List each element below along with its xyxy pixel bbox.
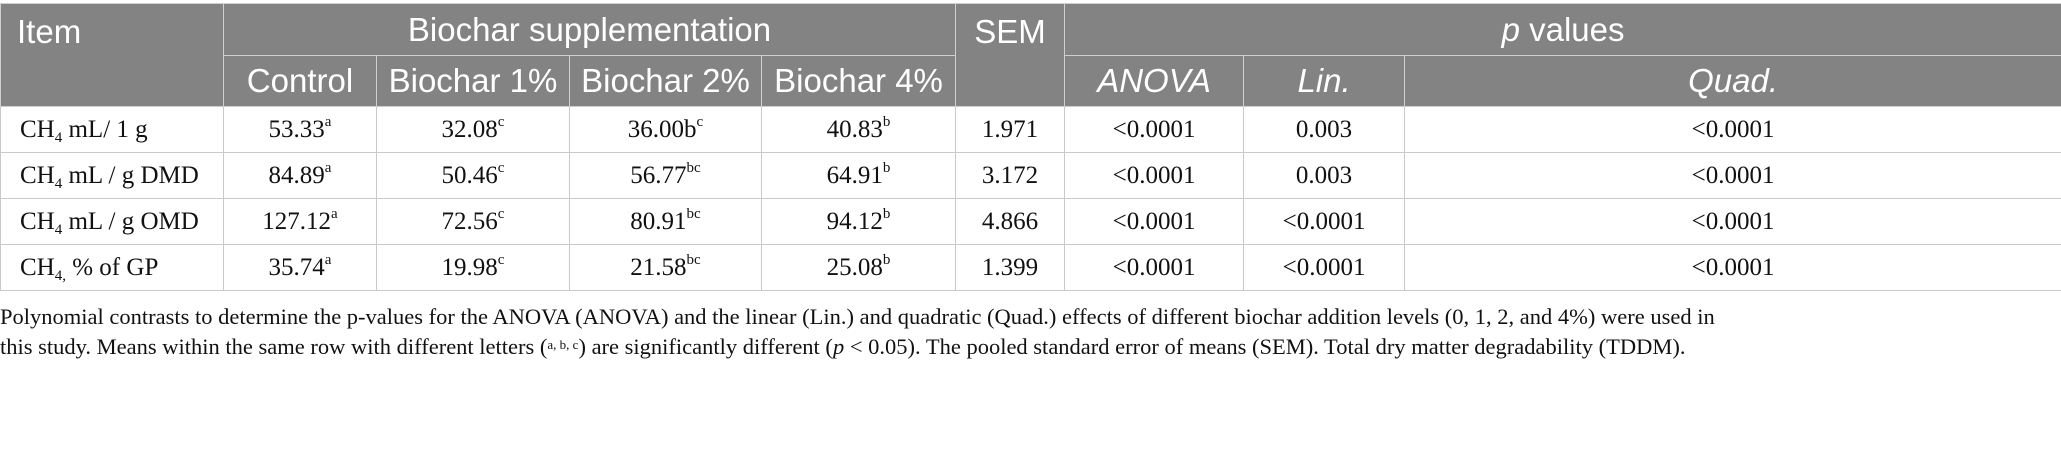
row-label: CH4 mL / g DMD bbox=[0, 152, 224, 199]
header-item: Item bbox=[0, 3, 224, 107]
cell-biochar-2: 36.00bc bbox=[569, 106, 762, 153]
footnote-line-2: this study. Means within the same row wi… bbox=[0, 334, 1686, 359]
cell-biochar-4: 40.83b bbox=[760, 106, 957, 153]
header-p-values: p values bbox=[1064, 3, 2061, 56]
row-label: CH4 mL/ 1 g bbox=[0, 106, 224, 153]
header-biochar-4: Biochar 4% bbox=[760, 55, 957, 107]
table-row: CH4, % of GP 35.74a 19.98c 21.58bc 25.08… bbox=[0, 244, 2061, 291]
table-footnote: Polynomial contrasts to determine the p-… bbox=[0, 302, 2058, 362]
cell-control: 53.33a bbox=[223, 106, 377, 153]
cell-biochar-2: 80.91bc bbox=[569, 198, 762, 245]
cell-biochar-2: 56.77bc bbox=[569, 152, 762, 199]
cell-control: 127.12a bbox=[223, 198, 377, 245]
cell-biochar-4: 64.91b bbox=[760, 152, 957, 199]
cell-lin: 0.003 bbox=[1243, 152, 1406, 199]
header-biochar-1: Biochar 1% bbox=[376, 55, 570, 107]
header-anova: ANOVA bbox=[1064, 55, 1245, 107]
cell-sem: 4.866 bbox=[955, 198, 1066, 245]
cell-lin: 0.003 bbox=[1243, 106, 1406, 153]
table-row: CH4 mL/ 1 g 53.33a 32.08c 36.00bc 40.83b… bbox=[0, 106, 2061, 153]
cell-anova: <0.0001 bbox=[1064, 152, 1245, 199]
cell-anova: <0.0001 bbox=[1064, 198, 1245, 245]
cell-quad: <0.0001 bbox=[1404, 106, 2061, 153]
header-lin: Lin. bbox=[1243, 55, 1406, 107]
cell-control: 35.74a bbox=[223, 244, 377, 291]
cell-sem: 1.399 bbox=[955, 244, 1066, 291]
cell-lin: <0.0001 bbox=[1243, 198, 1406, 245]
cell-biochar-4: 25.08b bbox=[760, 244, 957, 291]
header-p-italic: p bbox=[1501, 10, 1520, 48]
header-quad: Quad. bbox=[1404, 55, 2061, 107]
cell-biochar-4: 94.12b bbox=[760, 198, 957, 245]
header-biochar-supplementation: Biochar supplementation bbox=[222, 3, 957, 56]
cell-anova: <0.0001 bbox=[1064, 106, 1245, 153]
table-row: CH4 mL / g OMD 127.12a 72.56c 80.91bc 94… bbox=[0, 198, 2061, 245]
row-label: CH4 mL / g OMD bbox=[0, 198, 224, 245]
cell-quad: <0.0001 bbox=[1404, 244, 2061, 291]
row-label: CH4, % of GP bbox=[0, 244, 224, 291]
cell-anova: <0.0001 bbox=[1064, 244, 1245, 291]
cell-lin: <0.0001 bbox=[1243, 244, 1406, 291]
cell-control: 84.89a bbox=[223, 152, 377, 199]
table-row: CH4 mL / g DMD 84.89a 50.46c 56.77bc 64.… bbox=[0, 152, 2061, 199]
cell-sem: 1.971 bbox=[955, 106, 1066, 153]
header-biochar-2: Biochar 2% bbox=[569, 55, 762, 107]
header-control: Control bbox=[223, 55, 377, 107]
cell-biochar-1: 19.98c bbox=[376, 244, 570, 291]
data-table: Item Biochar supplementation SEM p value… bbox=[0, 3, 2061, 291]
cell-biochar-1: 50.46c bbox=[376, 152, 570, 199]
cell-biochar-2: 21.58bc bbox=[569, 244, 762, 291]
cell-quad: <0.0001 bbox=[1404, 152, 2061, 199]
footnote-line-1: Polynomial contrasts to determine the p-… bbox=[0, 304, 1715, 329]
header-p-suffix: values bbox=[1519, 10, 1625, 48]
cell-biochar-1: 72.56c bbox=[376, 198, 570, 245]
cell-biochar-1: 32.08c bbox=[376, 106, 570, 153]
cell-sem: 3.172 bbox=[955, 152, 1066, 199]
cell-quad: <0.0001 bbox=[1404, 198, 2061, 245]
header-sem: SEM bbox=[955, 3, 1066, 107]
